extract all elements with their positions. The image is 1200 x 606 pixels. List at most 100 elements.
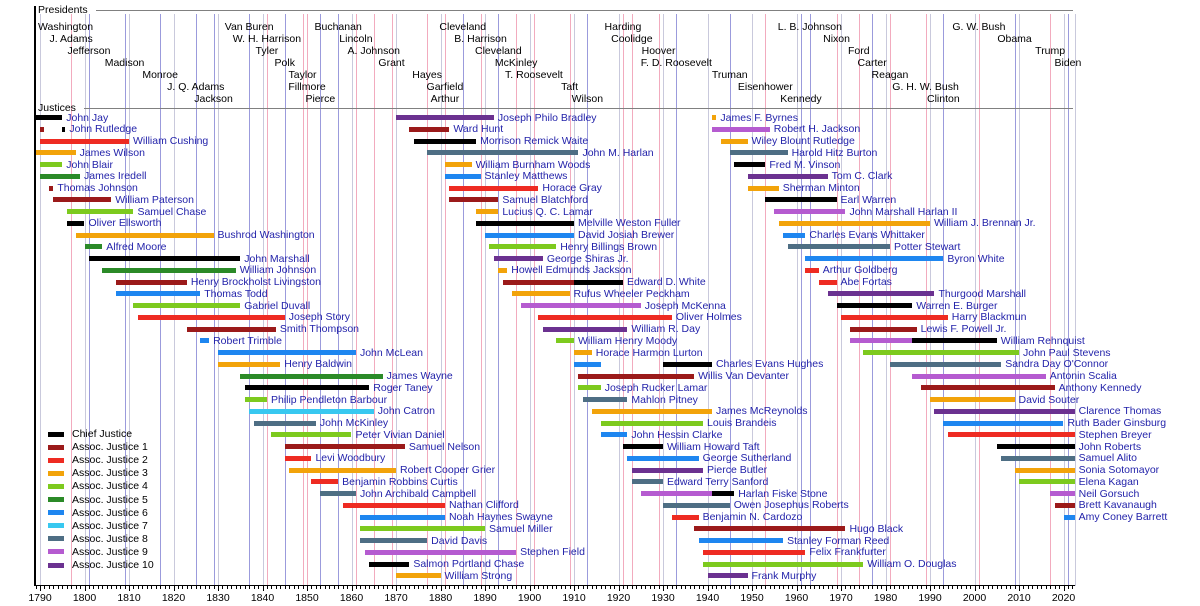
axis-major-tick — [529, 586, 531, 591]
justice-label: Benjamin Robbins Curtis — [342, 475, 458, 488]
axis-minor-tick — [244, 586, 246, 589]
axis-minor-tick — [978, 586, 980, 589]
axis-minor-tick — [729, 586, 731, 589]
axis-minor-tick — [582, 586, 584, 589]
axis-major-tick — [618, 586, 620, 591]
president-label: Kennedy — [780, 93, 822, 105]
axis-minor-tick — [1045, 586, 1047, 589]
justice-bar — [284, 444, 405, 449]
axis-minor-tick — [760, 586, 762, 589]
justice-bar — [778, 220, 930, 226]
axis-minor-tick — [622, 586, 624, 589]
gridline-decade — [574, 14, 575, 586]
axis-minor-tick — [894, 586, 896, 589]
axis-minor-tick — [235, 586, 237, 589]
justice-bar — [734, 162, 766, 167]
justice-bar — [137, 314, 285, 320]
legend-swatch-a4 — [48, 483, 64, 489]
justice-label: Amy Coney Barrett — [1078, 511, 1168, 523]
justice-bar — [711, 115, 717, 120]
axis-minor-tick — [685, 586, 687, 589]
gridline-decade — [885, 14, 887, 586]
justice-label: John Marshall — [244, 252, 310, 265]
justice-bar — [1019, 479, 1075, 485]
gridline-president-term — [480, 14, 482, 586]
president-label: Jefferson — [67, 45, 111, 57]
axis-minor-tick — [240, 586, 242, 589]
president-label: W. H. Harrison — [232, 33, 302, 45]
axis-minor-tick — [373, 586, 375, 589]
justice-label: John Paul Stevens — [1023, 346, 1111, 359]
axis-major-tick — [885, 586, 887, 591]
axis-minor-tick — [182, 586, 184, 589]
legend-swatch-a5 — [48, 497, 64, 502]
justice-bar — [1001, 455, 1075, 461]
axis-minor-tick — [511, 586, 513, 589]
justice-bar — [253, 420, 316, 426]
axis-minor-tick — [938, 586, 940, 589]
justice-label: Wiley Blount Rutledge — [751, 135, 855, 147]
axis-minor-tick — [498, 586, 500, 589]
justice-label: Joseph McKenna — [644, 299, 726, 312]
axis-minor-tick — [467, 586, 469, 589]
justice-bar — [747, 185, 779, 191]
axis-minor-tick — [360, 586, 362, 589]
gridline-decade — [930, 14, 931, 586]
justice-bar — [84, 244, 103, 250]
axis-minor-tick — [391, 586, 393, 589]
axis-minor-tick — [1010, 586, 1012, 589]
axis-minor-tick — [591, 586, 593, 589]
justice-bar — [578, 385, 601, 391]
axis-minor-tick — [35, 586, 37, 589]
justice-label: Anthony Kennedy — [1058, 381, 1142, 394]
president-label: Garfield — [426, 81, 464, 93]
legend-swatch-a10 — [48, 562, 64, 568]
axis-minor-tick — [542, 586, 544, 589]
axis-tick-label: 1790 — [28, 592, 52, 604]
justice-label: Clarence Thomas — [1078, 405, 1162, 418]
axis-minor-tick — [164, 586, 166, 589]
axis-minor-tick — [849, 586, 851, 589]
justice-label: Lewis F. Powell Jr. — [920, 323, 1007, 335]
gridline-president-term — [943, 14, 945, 586]
gridline-president-term — [124, 14, 126, 586]
axis-minor-tick — [293, 586, 295, 589]
axis-minor-tick — [992, 586, 994, 589]
justice-label: Morrison Remick Waite — [480, 135, 589, 147]
justice-bar — [360, 514, 445, 520]
gridline-decade — [173, 14, 175, 586]
president-label: Washington — [38, 21, 94, 33]
axis-tick-label: 2000 — [962, 592, 987, 604]
justice-label: William Rehnquist — [1000, 334, 1085, 347]
axis-minor-tick — [355, 586, 357, 589]
axis-minor-tick — [569, 586, 571, 589]
axis-minor-tick — [271, 586, 273, 589]
president-label: Arthur — [430, 93, 460, 105]
axis-minor-tick — [48, 586, 50, 589]
axis-tick-label: 2010 — [1007, 592, 1031, 604]
justice-label: John Catron — [377, 405, 435, 418]
justice-label: Lucius Q. C. Lamar — [502, 205, 593, 218]
axis-minor-tick — [671, 586, 673, 589]
axis-minor-tick — [783, 586, 785, 589]
axis-minor-tick — [1067, 586, 1069, 589]
axis-minor-tick — [436, 586, 438, 589]
axis-minor-tick — [645, 586, 647, 589]
axis-minor-tick — [956, 586, 958, 589]
justice-label: Harold Hitz Burton — [791, 146, 878, 159]
axis-minor-tick — [275, 586, 277, 589]
axis-minor-tick — [160, 586, 162, 589]
gridline-decade — [351, 14, 353, 586]
president-label: Madison — [104, 57, 145, 69]
president-label: B. Harrison — [454, 33, 507, 45]
justice-label: Felix Frankfurter — [809, 546, 886, 559]
axis-minor-tick — [921, 586, 923, 589]
justice-bar — [75, 232, 214, 238]
axis-minor-tick — [987, 586, 989, 589]
justice-bar — [186, 326, 276, 332]
axis-minor-tick — [115, 586, 117, 589]
justice-bar — [396, 573, 441, 579]
axis-minor-tick — [1023, 586, 1025, 589]
gridline-president-term — [498, 14, 500, 586]
axis-tick-label: 1870 — [384, 592, 408, 604]
